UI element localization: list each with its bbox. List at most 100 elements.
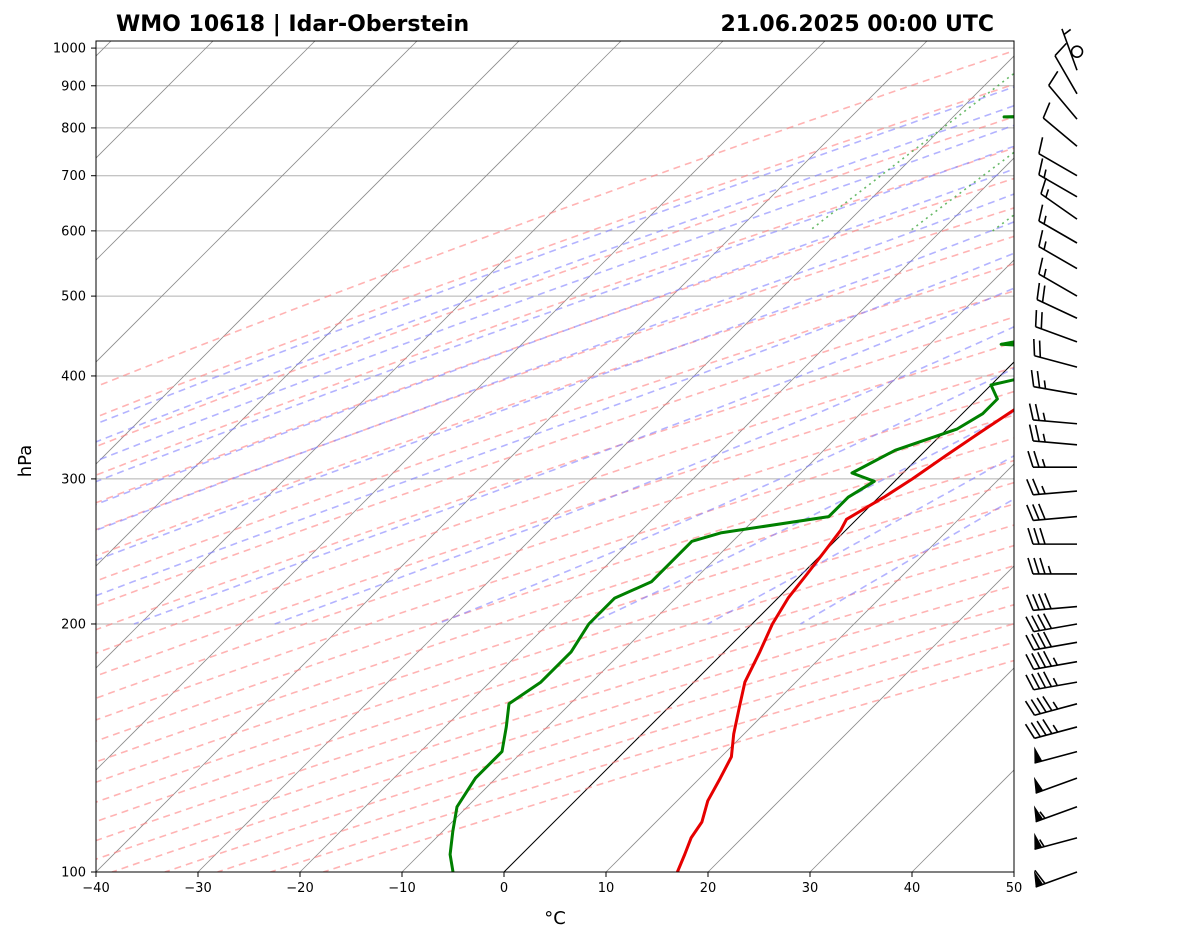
- wind-barb-half: [1052, 657, 1059, 666]
- isotherm-line: [911, 769, 1014, 872]
- wind-barb: [1028, 424, 1078, 446]
- dry-adiabat: [96, 263, 1014, 582]
- wind-barb: [1033, 338, 1078, 368]
- wind-barb-full: [1031, 633, 1041, 650]
- wind-barb-full: [1054, 42, 1067, 57]
- wind-barb-half: [1052, 677, 1059, 686]
- wind-barb-full: [1040, 312, 1043, 329]
- wind-barb-half: [1038, 839, 1045, 848]
- wind-barb-full: [1034, 869, 1046, 885]
- moist-adiabat: [274, 325, 1014, 625]
- wind-barb-half: [1043, 268, 1047, 278]
- dry-adiabat: [96, 290, 1014, 607]
- dry-adiabat: [96, 207, 1014, 531]
- dry-adiabat: [96, 366, 1014, 677]
- wind-barb-full: [1025, 634, 1035, 651]
- moist-adiabat: [96, 168, 1014, 506]
- mixing-ratio-line: [1111, 41, 1181, 231]
- wind-barb-staff: [1033, 605, 1078, 612]
- wind-barb-half: [1047, 565, 1052, 575]
- dry-adiabat: [96, 481, 1014, 784]
- isotherm-line: [96, 41, 520, 465]
- isotherm-line: [809, 667, 1014, 872]
- wind-barb-full: [1025, 654, 1035, 670]
- x-tick-label: −20: [286, 881, 313, 896]
- wind-barb: [1028, 403, 1078, 425]
- wind-barb: [1033, 869, 1078, 888]
- wind-barb-full: [1025, 616, 1035, 632]
- wind-barb-full: [1032, 594, 1040, 611]
- wind-barb-full: [1030, 722, 1041, 738]
- wind-barb-staff: [1040, 193, 1078, 220]
- wind-barb-full: [1024, 700, 1036, 716]
- series-layer: [448, 115, 1014, 872]
- wind-barb-half: [1043, 215, 1047, 225]
- chart-title-time: 21.06.2025 00:00 UTC: [720, 12, 994, 37]
- wind-barb-full: [1037, 614, 1047, 630]
- mixing-ratio-line: [992, 213, 1014, 232]
- y-axis: 1000 900 800 700 600 500 400 300 200 100: [53, 42, 96, 881]
- wind-barb-full: [1048, 70, 1059, 86]
- wind-barb-full: [1032, 478, 1040, 495]
- dry-adiabat: [96, 235, 1014, 557]
- isotherm-line: [1116, 41, 1181, 872]
- moist-adiabat: [96, 86, 1014, 425]
- y-axis-label: hPa: [15, 445, 36, 477]
- y-tick-label: 700: [61, 169, 86, 184]
- moist-adiabat: [436, 367, 1014, 625]
- wind-barb-flag: [1034, 832, 1043, 850]
- x-tick-label: 20: [700, 881, 717, 896]
- wind-barb-staff: [1034, 750, 1078, 764]
- wind-barb-full: [1034, 403, 1040, 421]
- wind-barb-staff: [1038, 273, 1078, 297]
- dry-adiabat: [96, 524, 1014, 823]
- dry-adiabat: [96, 414, 1014, 721]
- isotherm-line: [401, 259, 1014, 872]
- moist-adiabat: [96, 221, 1014, 562]
- wind-barb-full: [1024, 723, 1036, 739]
- wind-barb-full: [1033, 557, 1040, 575]
- x-tick-label: −40: [82, 881, 109, 896]
- wind-barb: [1048, 70, 1078, 120]
- wind-barb: [1027, 557, 1077, 575]
- wind-barb-full: [1038, 340, 1042, 358]
- wind-barb: [1038, 137, 1078, 177]
- dry-adiabat: [96, 390, 1014, 700]
- wind-barb-staff: [1033, 490, 1078, 496]
- x-tick-label: −30: [184, 881, 211, 896]
- wind-barb-flag: [1033, 870, 1044, 888]
- wind-barb-staff: [1034, 703, 1078, 716]
- dry-adiabat: [96, 316, 1014, 631]
- moist-adiabat: [588, 411, 1014, 625]
- isotherm-line: [1013, 871, 1014, 872]
- x-tick-label: 30: [802, 881, 819, 896]
- wind-barb-full: [1027, 527, 1034, 545]
- wind-barb-full: [1026, 504, 1034, 521]
- y-tick-label: 300: [61, 472, 86, 487]
- dry-adiabat: [164, 603, 1014, 872]
- wind-barb: [1061, 28, 1078, 71]
- dry-adiabat: [96, 459, 1014, 763]
- wind-barb-full: [1033, 527, 1040, 545]
- isotherm-line: [197, 55, 1014, 872]
- x-tick-label: 50: [1006, 881, 1023, 896]
- wind-barb-full: [1042, 671, 1053, 688]
- wind-barb-staff: [1061, 28, 1078, 71]
- wind-barb-staff: [1033, 440, 1078, 446]
- mixing-ratio-line: [808, 72, 1014, 232]
- wind-barb-staff: [1033, 681, 1078, 691]
- wind-barb-staff: [1035, 777, 1078, 794]
- wind-barb-half: [1052, 724, 1059, 733]
- wind-barb-half: [1039, 811, 1046, 819]
- wind-barb: [1034, 746, 1078, 764]
- mixing-ratio-line: [1177, 41, 1181, 231]
- dry-adiabat: [270, 641, 1014, 872]
- x-axis: −40 −30 −20 −10 0 10 20 30 40 50: [82, 872, 1022, 896]
- wind-barbs: [1024, 28, 1084, 888]
- wind-barb-staff: [1034, 837, 1078, 851]
- wind-barb: [1024, 695, 1078, 716]
- wind-barb-staff: [1033, 660, 1078, 671]
- x-tick-label: −10: [388, 881, 415, 896]
- y-tick-label: 1000: [53, 42, 86, 57]
- dry-adiabat: [96, 49, 1014, 388]
